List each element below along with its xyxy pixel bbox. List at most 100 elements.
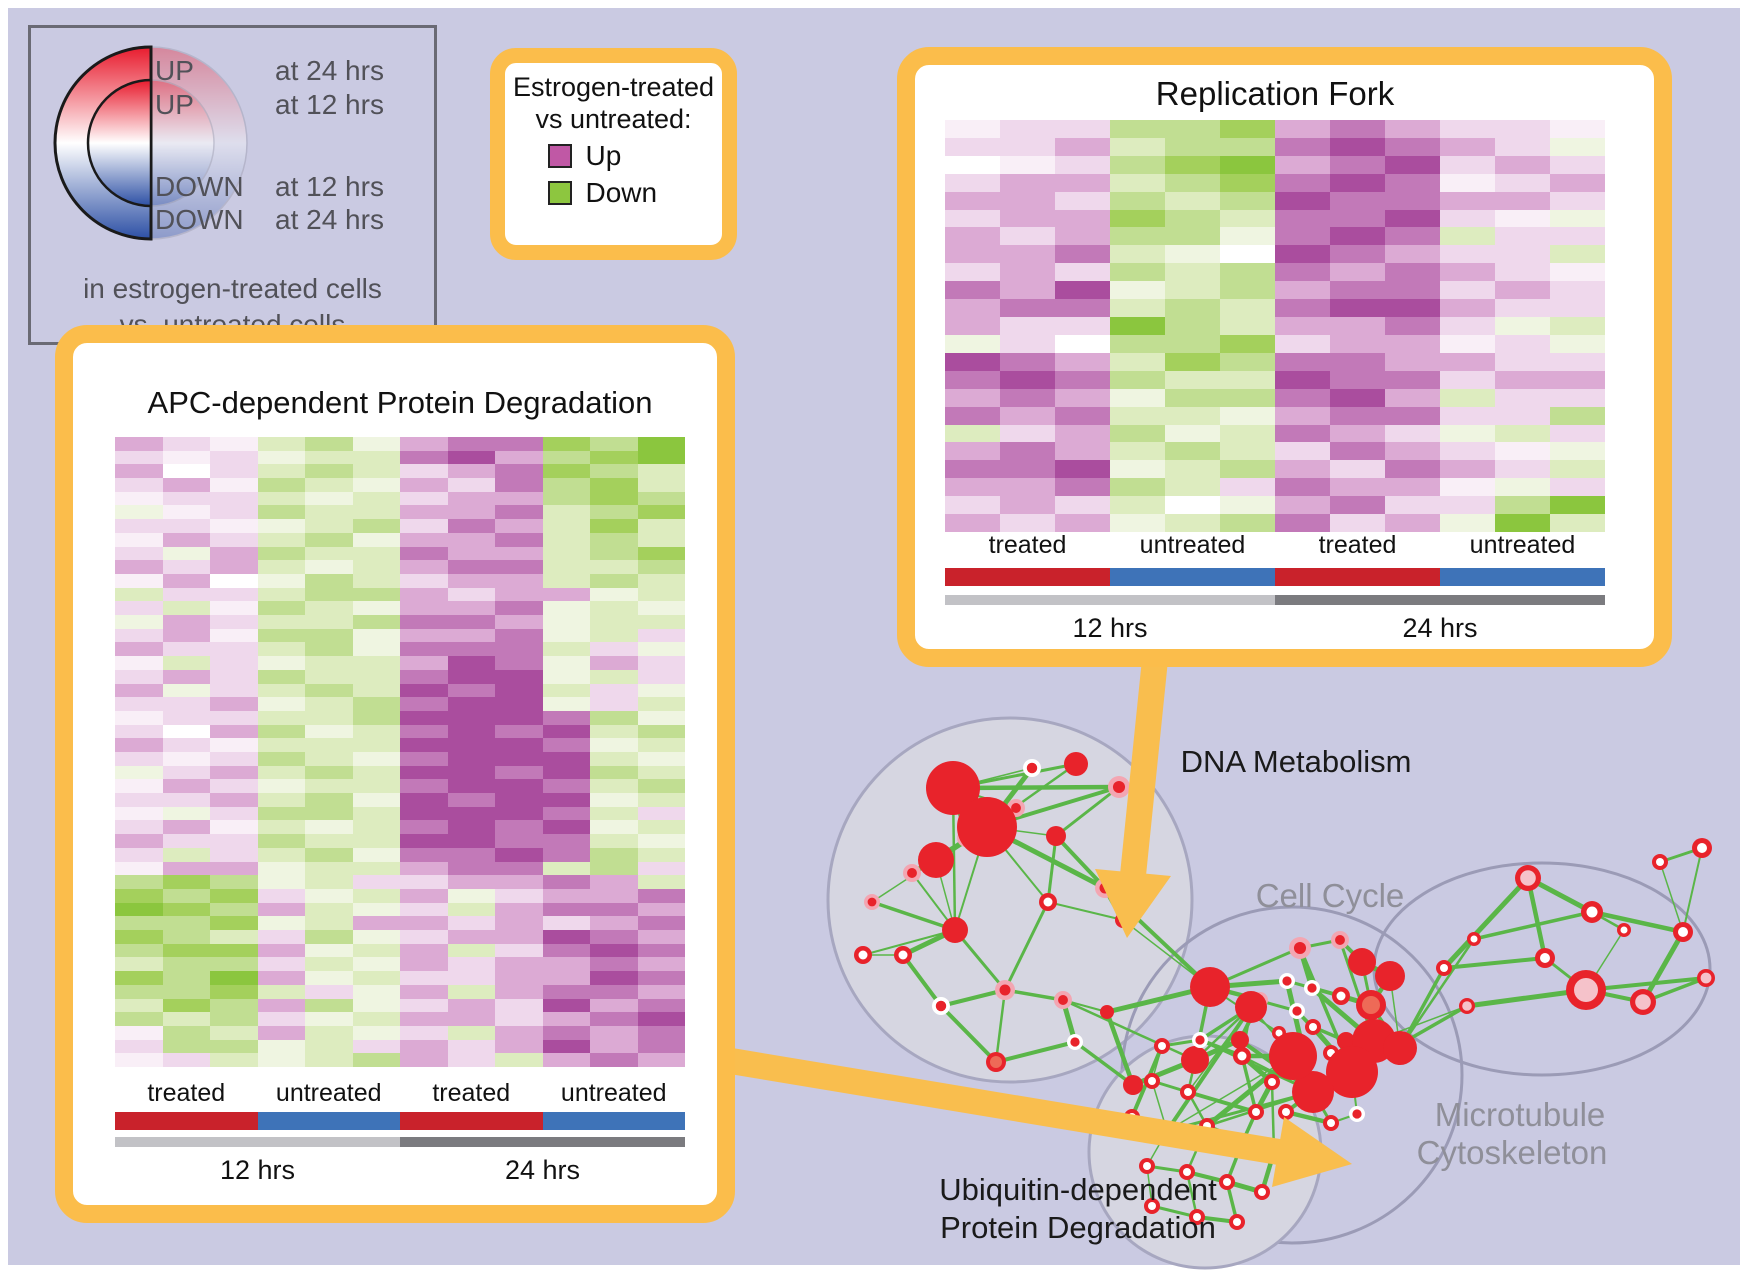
heatmap-cell: [1440, 281, 1495, 300]
heatmap-cell: [400, 532, 448, 547]
heatmap-cell: [1055, 227, 1110, 246]
heatmap-cell: [1110, 442, 1165, 461]
heatmap-cell: [305, 724, 353, 739]
heatmap-cell: [637, 450, 685, 465]
heatmap-cell: [1550, 263, 1605, 282]
heatmap-cell: [495, 505, 543, 520]
heatmap-cell: [305, 669, 353, 684]
heatmap-cell: [210, 847, 258, 862]
heatmap-cell: [590, 697, 638, 711]
heatmap-cell: [257, 971, 305, 985]
heatmap-cell: [1550, 120, 1605, 138]
heatmap-cell: [542, 724, 590, 739]
heatmap-cell: [542, 1039, 590, 1054]
heatmap-cell: [542, 902, 590, 917]
network-node-core: [1335, 935, 1345, 945]
heatmap-cell: [115, 738, 163, 752]
network-edge: [1525, 877, 1548, 959]
heatmap-cell: [542, 1012, 590, 1026]
heatmap-cell: [400, 505, 448, 520]
heatmap-cell: [305, 450, 353, 465]
heatmap-cell: [115, 971, 163, 985]
heatmap-cell: [115, 587, 163, 602]
heatmap-cell: [257, 902, 305, 917]
heatmap-cell: [1055, 281, 1110, 300]
heatmap-cell: [495, 450, 543, 465]
cluster-label: Protein Degradation: [940, 1210, 1216, 1245]
heatmap-cell: [447, 847, 495, 862]
heatmap-cell: [1385, 478, 1440, 497]
heatmap-cell: [210, 587, 258, 602]
heatmap-cell: [637, 710, 685, 725]
network-node: [1337, 1032, 1355, 1050]
heatmap-cell: [637, 478, 685, 492]
heatmap-cell: [115, 793, 163, 807]
heatmap-cell: [945, 120, 1000, 138]
heatmap-cell: [1330, 137, 1385, 156]
network-node-core: [1282, 1108, 1290, 1116]
heatmap-cell: [352, 779, 400, 794]
network-edge: [1003, 901, 1050, 991]
heatmap-cell: [1275, 442, 1330, 461]
heatmap-cell: [257, 738, 305, 752]
heatmap-cell: [305, 971, 353, 985]
heatmap-cell: [542, 642, 590, 657]
network-node-core: [1352, 1109, 1362, 1119]
heatmap-cell: [162, 478, 210, 492]
heatmap-cell: [257, 957, 305, 972]
heatmap-cell: [590, 875, 638, 889]
heatmap-cell: [210, 834, 258, 848]
heatmap-cell: [945, 263, 1000, 282]
network-node-core: [1700, 972, 1712, 984]
network-edge: [1104, 1011, 1136, 1086]
heatmap-cell: [590, 930, 638, 944]
heatmap-cell: [542, 998, 590, 1013]
heatmap-cell: [1440, 245, 1495, 264]
cluster-bubble-dna-metabolism: [826, 716, 1194, 1084]
network-node: [1046, 826, 1066, 846]
heatmap-cell: [210, 615, 258, 629]
heatmap-cell: [400, 491, 448, 506]
heatmap-cell: [162, 615, 210, 629]
network-node-core: [1697, 843, 1707, 853]
heatmap-cell: [637, 628, 685, 643]
heatmap-cell: [1440, 120, 1495, 138]
legend-time-label: at 24 hrs: [275, 204, 384, 235]
network-node-core: [1275, 1029, 1283, 1037]
heatmap-cell: [1550, 299, 1605, 318]
network-edge: [1682, 847, 1703, 933]
heatmap-cell: [495, 478, 543, 492]
heatmap-cell: [1165, 406, 1220, 425]
heatmap-cell: [352, 820, 400, 835]
heatmap-cell: [257, 697, 305, 711]
heatmap-cell: [1385, 245, 1440, 264]
legend-direction-label: DOWN: [155, 204, 244, 235]
heatmap-cell: [637, 505, 685, 520]
heatmap-cell: [352, 943, 400, 958]
heatmap-cell: [400, 519, 448, 533]
heatmap-cell: [495, 875, 543, 889]
heatmap-cell: [305, 1012, 353, 1026]
heatmap-cell: [542, 710, 590, 725]
heatmap-cell: [1330, 370, 1385, 389]
heatmap-cell: [210, 1012, 258, 1026]
heatmap-cell: [637, 601, 685, 616]
heatmap-cell: [1385, 406, 1440, 425]
heatmap-cell: [162, 916, 210, 931]
network-node-core: [858, 950, 868, 960]
heatmap-cell: [1110, 352, 1165, 371]
heatmap-cell: [352, 519, 400, 533]
heatmap-cell: [637, 943, 685, 958]
heatmap-cell: [542, 505, 590, 520]
heatmap-cell: [1000, 173, 1055, 192]
heatmap-cell: [210, 765, 258, 780]
heatmap-cell: [115, 943, 163, 958]
heatmap-cell: [400, 957, 448, 972]
heatmap-cell: [1495, 173, 1550, 192]
heatmap-cell: [115, 505, 163, 520]
heatmap-cell: [1000, 209, 1055, 228]
heatmap-cell: [1220, 299, 1275, 318]
heatmap-cell: [542, 437, 590, 451]
heatmap-cell: [352, 1012, 400, 1026]
heatmap-cell: [257, 779, 305, 794]
